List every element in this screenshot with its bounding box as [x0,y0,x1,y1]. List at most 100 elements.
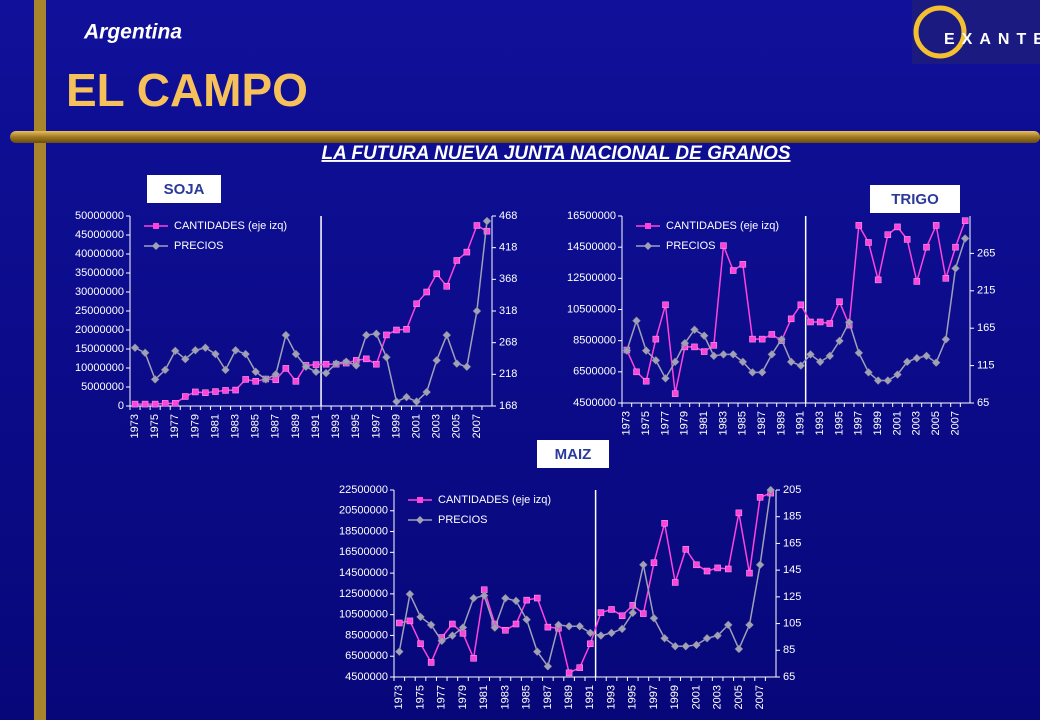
series-marker [361,330,371,340]
series-marker [903,236,911,243]
y-tick-label: 40000000 [75,248,124,260]
series-marker [873,376,883,385]
series-marker [787,315,795,323]
series-marker [725,565,732,573]
series-marker [617,624,627,634]
series-marker [394,647,404,656]
series-marker [942,275,950,282]
legend-marker [152,242,160,250]
series-marker [322,360,330,368]
y-tick-label: 15000000 [75,343,124,355]
y-tick-label: 6500000 [573,366,616,378]
y-tick-label: 6500000 [345,650,388,662]
y-tick-label: 8500000 [345,629,388,641]
x-tick-label: 1999 [390,414,402,438]
series-marker [392,397,401,406]
series-marker [140,348,150,358]
series-marker [883,376,893,385]
series-marker [449,620,456,628]
y-tick-label: 10500000 [339,609,388,621]
series-marker [749,335,756,343]
series-marker [738,357,748,367]
series-marker [719,350,728,359]
series-marker [417,640,424,648]
legend-marker [416,516,424,524]
series-marker [650,559,658,566]
series-marker [766,485,776,495]
series-marker [587,640,594,648]
series-marker [405,589,415,599]
series-marker [150,375,160,384]
y2-tick-label: 65 [977,397,989,409]
series-marker [700,348,708,355]
chart-tag-box [147,175,221,203]
series-marker [632,316,641,326]
series-marker [311,367,321,377]
x-tick-label: 2005 [451,414,463,438]
series-marker [680,338,690,348]
series-marker [470,655,477,662]
series-marker [755,560,765,570]
series-line [626,220,966,394]
x-tick-label: 1989 [775,411,787,435]
series-marker [797,301,805,309]
series-marker [532,647,542,656]
series-marker [312,361,320,368]
x-tick-label: 1975 [640,411,652,435]
series-marker [633,368,640,376]
series-marker [261,375,271,384]
y2-tick-label: 218 [499,368,517,380]
series-marker [745,620,754,630]
series-marker [597,609,605,616]
x-tick-label: 1985 [737,411,749,435]
series-marker [690,325,699,335]
series-marker [242,376,249,383]
series-marker [341,357,351,367]
series-marker [709,351,719,361]
x-tick-label: 1985 [521,685,533,709]
series-marker [836,298,843,305]
y-tick-label: 4500000 [345,671,388,683]
series-marker [452,359,462,368]
series-marker [512,620,520,628]
y-tick-label: 5000000 [81,381,124,393]
series-marker [681,641,691,651]
series-marker [472,306,482,316]
series-marker [692,640,701,650]
x-tick-label: 1973 [621,411,633,435]
series-marker [796,361,806,370]
y2-tick-label: 205 [783,484,801,496]
slide-title: EL CAMPO [66,64,308,116]
country: Argentina [83,21,182,44]
series-marker [734,644,744,654]
series-marker [855,222,863,229]
series-marker [864,367,873,377]
series-marker [453,257,461,264]
series-marker [874,276,882,284]
series-marker [321,368,331,378]
y2-tick-label: 165 [977,322,995,334]
series-marker [714,564,721,572]
series-marker [383,331,390,339]
series-marker [893,370,902,379]
series-marker [282,365,290,372]
x-tick-label: 1987 [270,414,282,438]
series-marker [281,330,291,340]
series-marker [767,350,777,359]
x-tick-label: 1973 [393,685,405,709]
y-tick-label: 22500000 [339,484,388,496]
series-marker [923,243,930,251]
y2-tick-label: 318 [499,305,517,317]
series-marker [641,346,651,355]
x-tick-label: 1995 [627,685,639,709]
subtitle: LA FUTURA NUEVA JUNTA NACIONAL DE GRANOS [321,143,790,164]
series-marker [884,231,892,238]
series-marker [739,261,747,268]
series-marker [161,400,169,407]
gold-bar-horizontal [10,131,1040,143]
series-marker [469,593,478,603]
x-tick-label: 1989 [290,414,302,438]
series-marker [575,621,585,631]
series-marker [211,349,220,359]
x-tick-label: 2003 [431,414,443,438]
